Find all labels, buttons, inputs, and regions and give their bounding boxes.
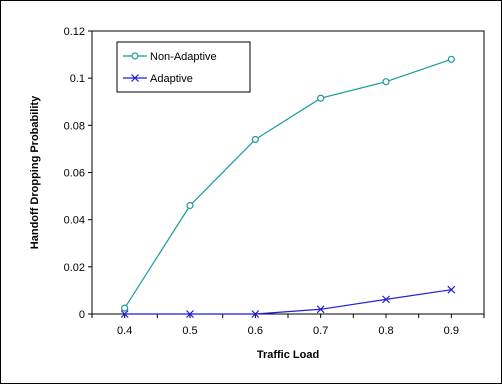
legend-box xyxy=(116,41,251,93)
data-point-non-adaptive xyxy=(447,55,455,63)
data-point-adaptive xyxy=(382,295,390,304)
legend-entry-adaptive: Adaptive xyxy=(123,73,193,85)
data-point-adaptive xyxy=(120,310,129,318)
y-tick-label: 0 xyxy=(79,309,85,321)
series-layer xyxy=(120,55,456,318)
data-point-non-adaptive xyxy=(121,304,129,312)
data-point-non-adaptive xyxy=(317,94,325,102)
data-point-adaptive xyxy=(186,310,194,318)
legend-entry-non-adaptive: Non-Adaptive xyxy=(123,51,217,63)
data-point-adaptive xyxy=(316,305,325,314)
x-axis-title: Traffic Load xyxy=(257,349,319,361)
data-point-non-adaptive xyxy=(186,201,194,210)
data-point-non-adaptive xyxy=(251,135,259,144)
plot-area xyxy=(91,30,485,315)
data-point-adaptive xyxy=(447,285,456,294)
x-tick-label: 0.4 xyxy=(117,325,132,337)
y-tick-label: 0.04 xyxy=(64,215,85,227)
series-line-adaptive xyxy=(124,289,452,315)
y-axis-title: Handoff Dropping Probability xyxy=(29,95,41,249)
data-point-non-adaptive xyxy=(382,78,390,86)
y-tick-label: 0.1 xyxy=(70,73,85,85)
y-tick-label: 0.06 xyxy=(64,168,85,180)
y-tick-label: 0.12 xyxy=(64,26,85,38)
data-point-adaptive xyxy=(251,310,260,318)
series-line-non-adaptive xyxy=(124,58,452,309)
legend-label: Non-Adaptive xyxy=(150,51,217,63)
legend-label: Adaptive xyxy=(150,73,193,85)
x-tick-label: 0.5 xyxy=(182,325,197,337)
legend: Non-Adaptive Adaptive xyxy=(116,41,251,93)
y-tick-label: 0.08 xyxy=(64,120,85,132)
y-axis-ticks: 0 0.02 0.04 0.06 0.08 0.1 0.12 xyxy=(64,26,92,321)
y-tick-label: 0.02 xyxy=(64,262,85,274)
x-tick-label: 0.6 xyxy=(248,325,263,337)
x-tick-label: 0.8 xyxy=(378,325,393,337)
x-tick-label: 0.7 xyxy=(313,325,328,337)
x-tick-label: 0.9 xyxy=(444,325,459,337)
